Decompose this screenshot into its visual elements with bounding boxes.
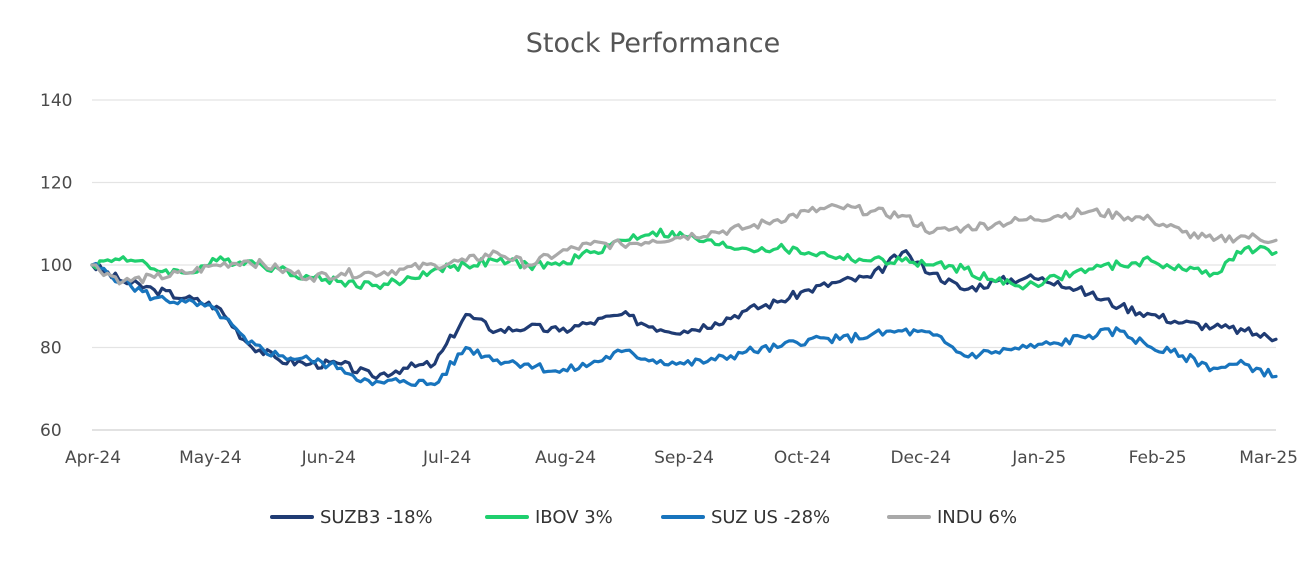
x-tick-label: Mar-25 <box>1239 448 1298 468</box>
x-tick-label: Aug-24 <box>535 448 596 468</box>
chart-title: Stock Performance <box>526 28 780 59</box>
y-tick-label: 100 <box>40 256 72 276</box>
x-tick-label: Apr-24 <box>65 448 121 468</box>
grid-layer <box>92 99 1276 431</box>
y-tick-label: 140 <box>40 91 72 111</box>
x-tick-label: Jan-25 <box>1011 448 1066 468</box>
legend: SUZB3 -18% IBOV 3% SUZ US -28% INDU 6% <box>270 507 1017 528</box>
x-tick-label: May-24 <box>179 448 242 468</box>
y-tick-label: 120 <box>40 174 72 194</box>
legend-label: SUZ US -28% <box>711 507 830 528</box>
x-tick-label: Oct-24 <box>774 448 831 468</box>
legend-label: SUZB3 -18% <box>320 507 433 528</box>
y-tick-label: 60 <box>40 421 62 441</box>
series-line-3 <box>90 261 1278 387</box>
axis-layer: 60 80 100 120 140 Apr-24 May-24 Jun-24 Jul-24 Aug… <box>40 91 1298 468</box>
series-line-2 <box>90 227 1278 291</box>
legend-label: INDU 6% <box>937 507 1017 528</box>
legend-label: IBOV 3% <box>535 507 613 528</box>
x-tick-label: Dec-24 <box>890 448 951 468</box>
x-tick-label: Jun-24 <box>301 448 356 468</box>
x-tick-label: Feb-25 <box>1129 448 1187 468</box>
series-line-4 <box>90 203 1278 286</box>
y-tick-label: 80 <box>40 339 62 359</box>
x-tick-label: Sep-24 <box>654 448 714 468</box>
series-layer <box>90 203 1278 387</box>
x-tick-label: Jul-24 <box>422 448 471 468</box>
